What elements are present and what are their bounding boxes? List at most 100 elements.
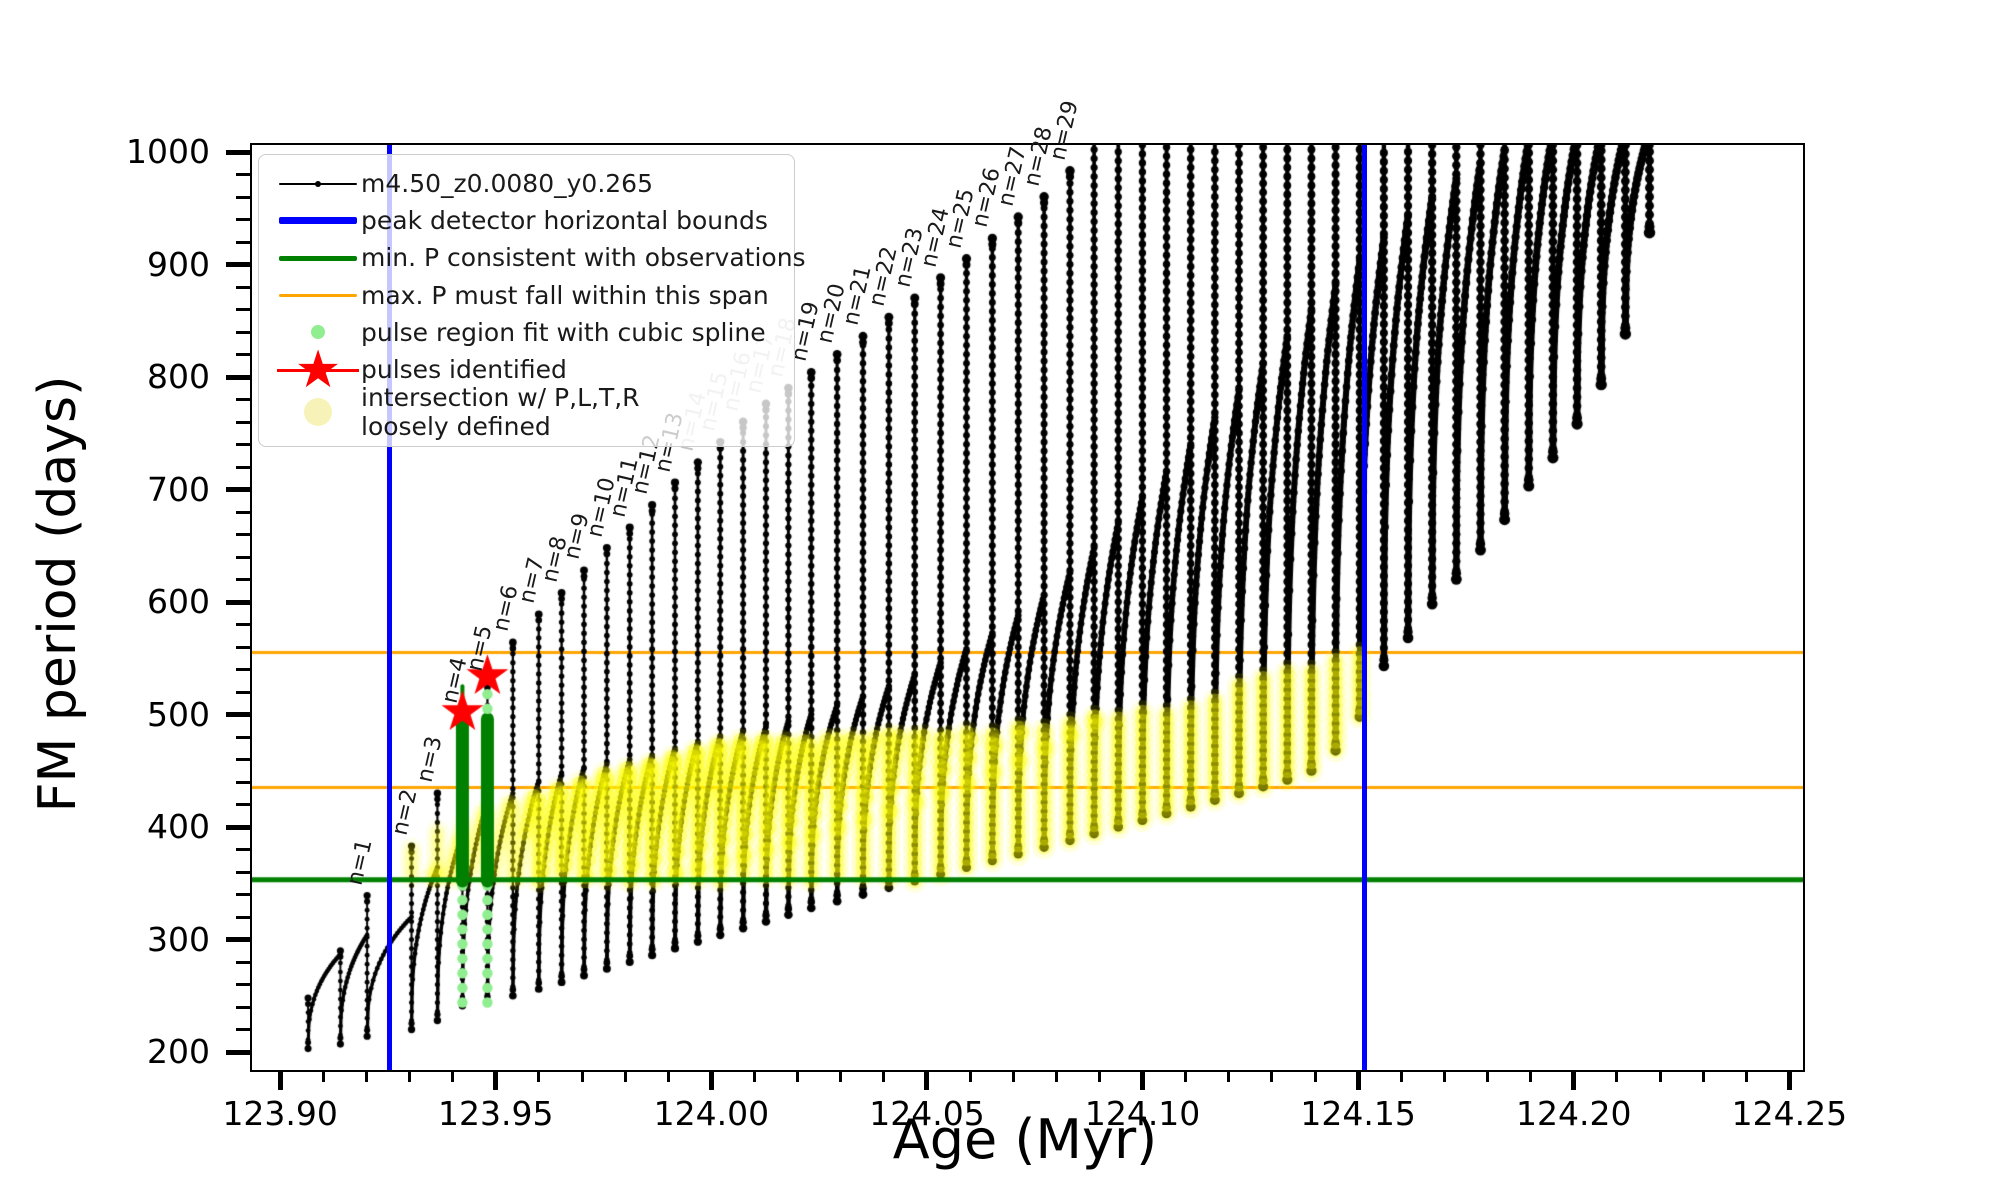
x-minor-tick — [1442, 1070, 1446, 1082]
legend-dot-marker — [315, 180, 321, 187]
legend-item: pulse region fit with cubic spline — [275, 314, 778, 351]
legend-item-label-line2: loosely defined — [361, 412, 551, 442]
y-minor-tick — [236, 173, 250, 176]
x-minor-tick — [321, 1070, 325, 1082]
y-tick-label: 500 — [147, 694, 210, 734]
y-minor-tick — [236, 668, 250, 672]
x-tick-label: 123.95 — [438, 1094, 554, 1133]
y-tick-label: 600 — [147, 582, 210, 622]
y-minor-tick — [236, 870, 250, 874]
y-minor-tick — [236, 510, 250, 514]
x-minor-tick — [408, 1070, 412, 1082]
x-major-tick — [493, 1070, 499, 1090]
y-tick-label: 400 — [147, 807, 210, 847]
x-minor-tick — [1615, 1070, 1619, 1082]
y-minor-tick — [236, 240, 250, 244]
y-minor-tick — [236, 645, 250, 649]
y-minor-tick — [236, 353, 250, 357]
x-minor-tick — [364, 1070, 368, 1082]
x-tick-label: 124.15 — [1300, 1094, 1416, 1133]
legend-line-swatch — [279, 293, 357, 297]
legend-item: peak detector horizontal bounds — [275, 202, 778, 239]
x-tick-label: 124.00 — [653, 1094, 770, 1133]
x-minor-tick — [537, 1070, 541, 1082]
y-minor-tick — [236, 330, 250, 334]
x-major-tick — [1786, 1070, 1792, 1090]
x-minor-tick — [1486, 1070, 1490, 1082]
x-minor-tick — [666, 1070, 670, 1082]
y-minor-tick — [236, 533, 250, 537]
y-tick-label: 300 — [147, 919, 210, 959]
y-major-tick — [226, 487, 250, 493]
legend-item-label: intersection w/ P,L,T,R loosely defined — [361, 383, 640, 442]
legend-item-label: max. P must fall within this span — [361, 280, 769, 310]
y-minor-tick — [236, 690, 250, 694]
y-minor-tick — [236, 1028, 250, 1032]
x-minor-tick — [968, 1070, 972, 1082]
legend-item-label: min. P consistent with observations — [361, 243, 806, 273]
x-minor-tick — [839, 1070, 843, 1082]
legend-marker-line-icon — [275, 272, 361, 318]
y-minor-tick — [236, 555, 250, 559]
legend-item: ★ pulses identified — [275, 344, 778, 396]
x-tick-label: 124.10 — [1084, 1094, 1201, 1133]
x-major-tick — [708, 1070, 714, 1090]
legend-dot-marker — [311, 325, 325, 340]
x-minor-tick — [1658, 1070, 1662, 1082]
x-minor-tick — [1313, 1070, 1317, 1082]
x-minor-tick — [623, 1070, 627, 1082]
x-minor-tick — [796, 1070, 800, 1082]
x-minor-tick — [752, 1070, 756, 1082]
x-major-tick — [1140, 1070, 1146, 1090]
y-minor-tick — [236, 960, 250, 964]
y-minor-tick — [236, 285, 250, 289]
x-minor-tick — [580, 1070, 584, 1082]
y-tick-label: 1000 — [126, 132, 210, 171]
peak-detector-right-bound-line — [1361, 145, 1367, 1070]
y-tick-label: 800 — [147, 357, 210, 397]
x-minor-tick — [451, 1070, 455, 1082]
y-minor-tick — [236, 983, 250, 987]
legend-star-icon: ★ — [294, 339, 342, 400]
y-minor-tick — [236, 758, 250, 762]
y-minor-tick — [236, 398, 250, 402]
x-tick-label: 123.90 — [222, 1094, 338, 1133]
y-minor-tick — [236, 308, 250, 312]
y-major-tick — [226, 599, 250, 605]
y-major-tick — [226, 824, 250, 830]
x-minor-tick — [1097, 1070, 1101, 1082]
x-tick-label: 124.05 — [869, 1094, 985, 1133]
legend-marker-line-icon — [275, 198, 361, 244]
y-major-tick — [226, 374, 250, 380]
y-minor-tick — [236, 578, 250, 582]
x-major-tick — [1355, 1070, 1361, 1090]
x-tick-label: 124.25 — [1731, 1094, 1848, 1133]
x-minor-tick — [1011, 1070, 1015, 1082]
x-axis-title: Age (Myr) — [892, 1108, 1158, 1171]
y-major-tick — [226, 262, 250, 268]
x-minor-tick — [1529, 1070, 1533, 1082]
y-tick-label: 900 — [147, 244, 210, 284]
legend-dot-marker — [304, 398, 332, 427]
y-minor-tick — [236, 443, 250, 447]
x-minor-tick — [1399, 1070, 1403, 1082]
x-minor-tick — [1227, 1070, 1231, 1082]
peak-detector-left-bound-line — [387, 145, 393, 1070]
x-minor-tick — [1054, 1070, 1058, 1082]
x-minor-tick — [1184, 1070, 1188, 1082]
legend-item-label: pulse region fit with cubic spline — [361, 317, 766, 347]
legend-item: min. P consistent with observations — [275, 239, 806, 276]
legend-marker-dot-icon — [275, 389, 361, 435]
x-minor-tick — [1701, 1070, 1705, 1082]
y-minor-tick — [236, 848, 250, 852]
y-minor-tick — [236, 195, 250, 199]
y-minor-tick — [236, 915, 250, 919]
y-minor-tick — [236, 420, 250, 424]
legend-item-label: m4.50_z0.0080_y0.265 — [361, 168, 653, 198]
legend-item: intersection w/ P,L,T,R loosely defined — [275, 383, 778, 441]
y-minor-tick — [236, 623, 250, 627]
y-major-tick — [226, 937, 250, 943]
legend-marker-line-icon — [275, 235, 361, 281]
